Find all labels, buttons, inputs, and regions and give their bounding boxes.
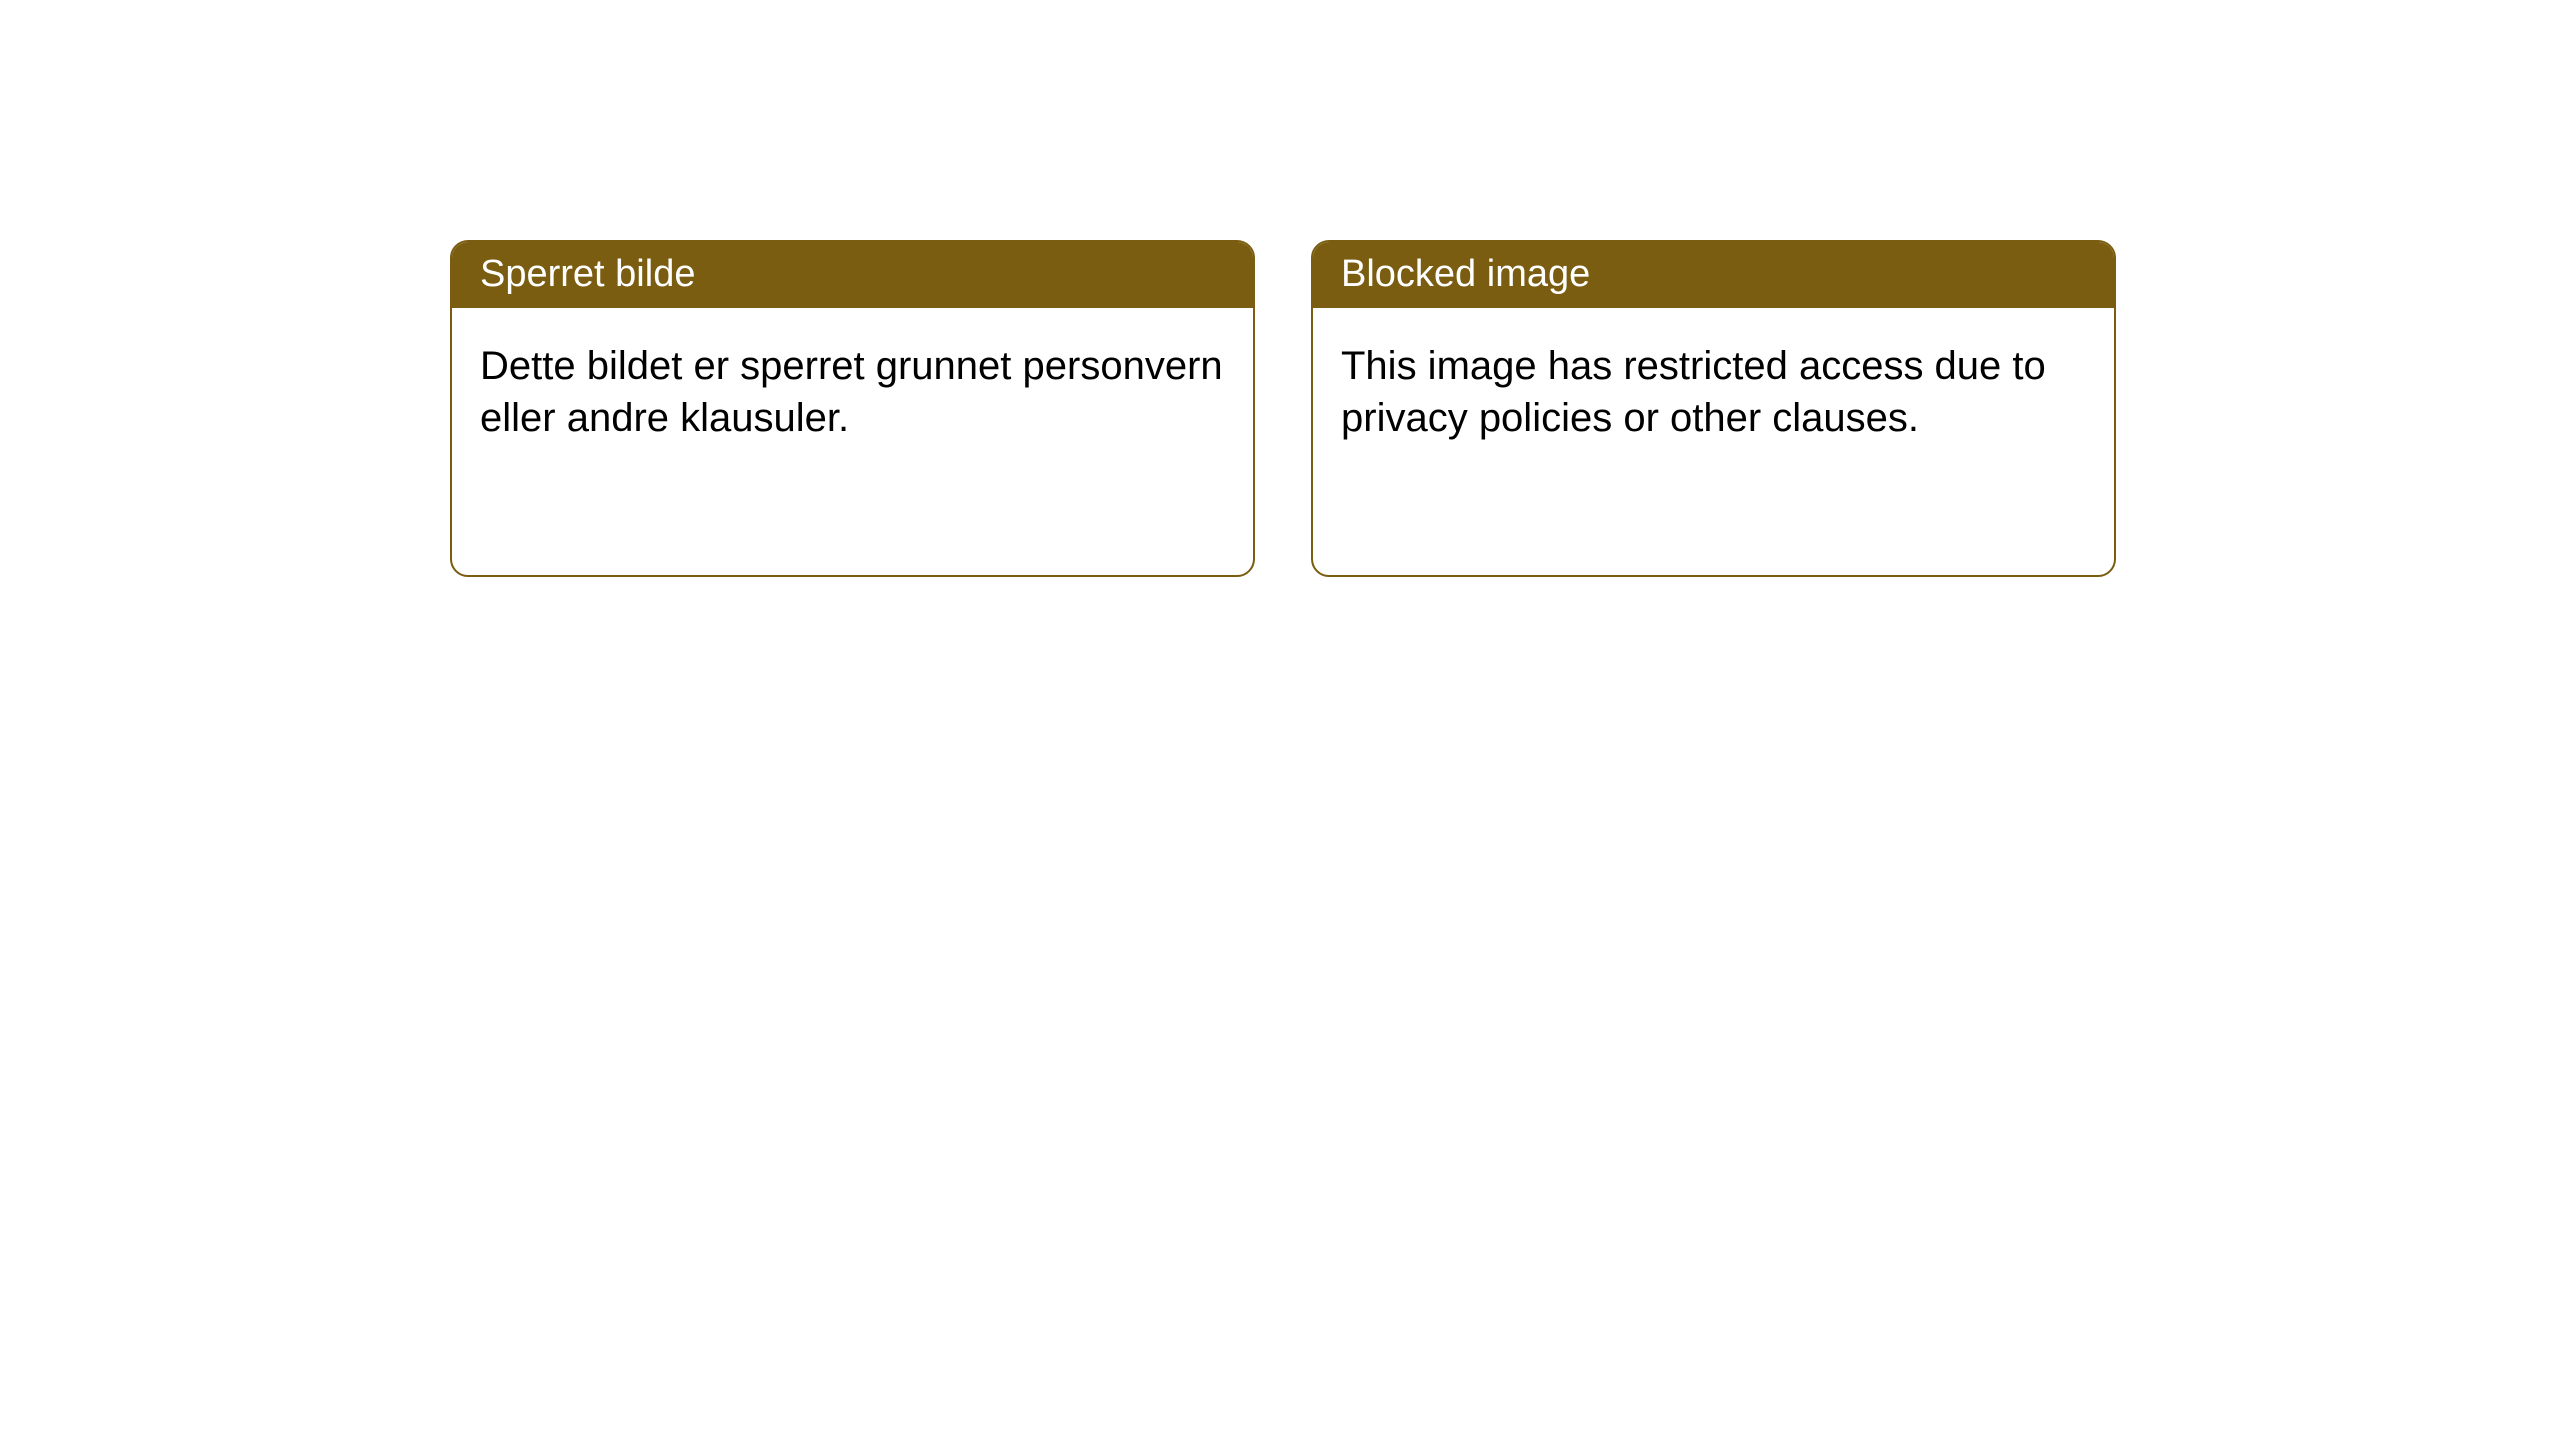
notice-card-norwegian: Sperret bilde Dette bildet er sperret gr… — [450, 240, 1255, 577]
notice-header: Blocked image — [1313, 242, 2114, 308]
notice-body-text: Dette bildet er sperret grunnet personve… — [480, 344, 1223, 440]
notice-body: Dette bildet er sperret grunnet personve… — [452, 308, 1253, 476]
notice-body: This image has restricted access due to … — [1313, 308, 2114, 476]
notice-title: Blocked image — [1341, 253, 1590, 295]
notice-body-text: This image has restricted access due to … — [1341, 344, 2046, 440]
notice-card-english: Blocked image This image has restricted … — [1311, 240, 2116, 577]
notice-container: Sperret bilde Dette bildet er sperret gr… — [450, 240, 2116, 577]
notice-title: Sperret bilde — [480, 253, 695, 295]
notice-header: Sperret bilde — [452, 242, 1253, 308]
